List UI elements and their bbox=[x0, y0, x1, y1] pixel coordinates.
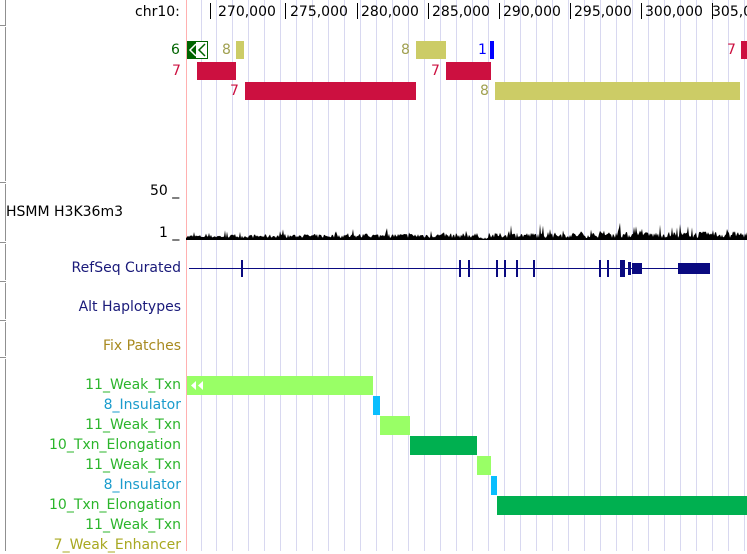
alt-haplotypes-track-name[interactable]: Alt Haplotypes bbox=[78, 299, 181, 315]
state-block-8[interactable] bbox=[236, 41, 244, 59]
state-block-7[interactable] bbox=[741, 41, 747, 59]
gene-exon[interactable] bbox=[241, 260, 243, 277]
gene-exon[interactable] bbox=[459, 260, 461, 277]
state-block-txn-elongation[interactable] bbox=[497, 496, 747, 515]
ruler-tick-label: 290,000 bbox=[503, 4, 561, 20]
state-label: 11_Weak_Txn bbox=[85, 457, 181, 473]
gene-exon[interactable] bbox=[504, 260, 506, 277]
state-label: 7 bbox=[431, 63, 440, 79]
track-boundary-line bbox=[186, 0, 187, 551]
ruler-tick-label: 305,0 bbox=[712, 4, 747, 20]
chrom-label: chr10: bbox=[135, 4, 180, 20]
gene-exon[interactable] bbox=[599, 260, 601, 277]
ruler-tick-label: 285,000 bbox=[432, 4, 490, 20]
gene-exon[interactable] bbox=[620, 260, 625, 277]
state-block-weak-txn[interactable] bbox=[477, 456, 491, 475]
state-label: 8 bbox=[401, 42, 410, 58]
gene-exon[interactable] bbox=[516, 260, 518, 277]
fix-patches-track-name[interactable]: Fix Patches bbox=[102, 338, 181, 354]
ruler-tick-label: 275,000 bbox=[290, 4, 348, 20]
state-block-weak-txn[interactable] bbox=[187, 376, 373, 395]
gene-exon[interactable] bbox=[496, 260, 498, 277]
state-block-7[interactable] bbox=[245, 82, 416, 100]
signal-wiggle-plot bbox=[186, 222, 747, 240]
signal-min-label: 1 _ bbox=[159, 225, 180, 241]
state-label: 7 bbox=[230, 83, 239, 99]
state-block-7[interactable] bbox=[446, 62, 491, 80]
state-block-weak-txn[interactable] bbox=[380, 416, 410, 435]
gene-exon[interactable] bbox=[632, 263, 642, 274]
gene-exon[interactable] bbox=[607, 260, 609, 277]
state-label: 1 bbox=[478, 42, 487, 58]
state-label: 10_Txn_Elongation bbox=[49, 497, 181, 513]
state-label: 6 bbox=[171, 42, 180, 58]
state-label: 7 bbox=[727, 42, 736, 58]
state-label: 8_Insulator bbox=[103, 397, 181, 413]
state-block-insulator[interactable] bbox=[491, 476, 497, 495]
state-block-txn-elongation[interactable] bbox=[410, 436, 477, 455]
state-block-8[interactable] bbox=[495, 82, 740, 100]
ruler-tick-label: 270,000 bbox=[218, 4, 276, 20]
gene-exon[interactable] bbox=[468, 260, 470, 277]
signal-track-name: HSMM H3K36m3 bbox=[6, 204, 123, 220]
gene-exon[interactable] bbox=[678, 263, 710, 274]
state-label: 8 bbox=[222, 42, 231, 58]
state-label: 8 bbox=[480, 83, 489, 99]
state-block-6[interactable] bbox=[187, 41, 208, 59]
state-block-8[interactable] bbox=[416, 41, 446, 59]
state-block-7[interactable] bbox=[197, 62, 236, 80]
ruler-tick-label: 295,000 bbox=[574, 4, 632, 20]
ruler-tick-label: 280,000 bbox=[361, 4, 419, 20]
gene-exon[interactable] bbox=[533, 260, 535, 277]
state-label: 11_Weak_Txn bbox=[85, 517, 181, 533]
state-label: 11_Weak_Txn bbox=[85, 417, 181, 433]
state-block-insulator[interactable] bbox=[373, 396, 380, 415]
signal-max-label: 50 _ bbox=[150, 183, 180, 199]
strand-arrow-icon bbox=[191, 381, 203, 390]
state-label: 11_Weak_Txn bbox=[85, 377, 181, 393]
state-label: 7 bbox=[172, 63, 181, 79]
state-label: 10_Txn_Elongation bbox=[49, 437, 181, 453]
state-label: 7_Weak_Enhancer bbox=[53, 537, 181, 553]
refseq-track-name: RefSeq Curated bbox=[71, 260, 181, 276]
gene-intron-line bbox=[189, 268, 710, 269]
state-label: 8_Insulator bbox=[103, 477, 181, 493]
state-block-1[interactable] bbox=[490, 41, 494, 59]
ruler-tick-label: 300,000 bbox=[645, 4, 703, 20]
gene-exon[interactable] bbox=[628, 262, 631, 275]
